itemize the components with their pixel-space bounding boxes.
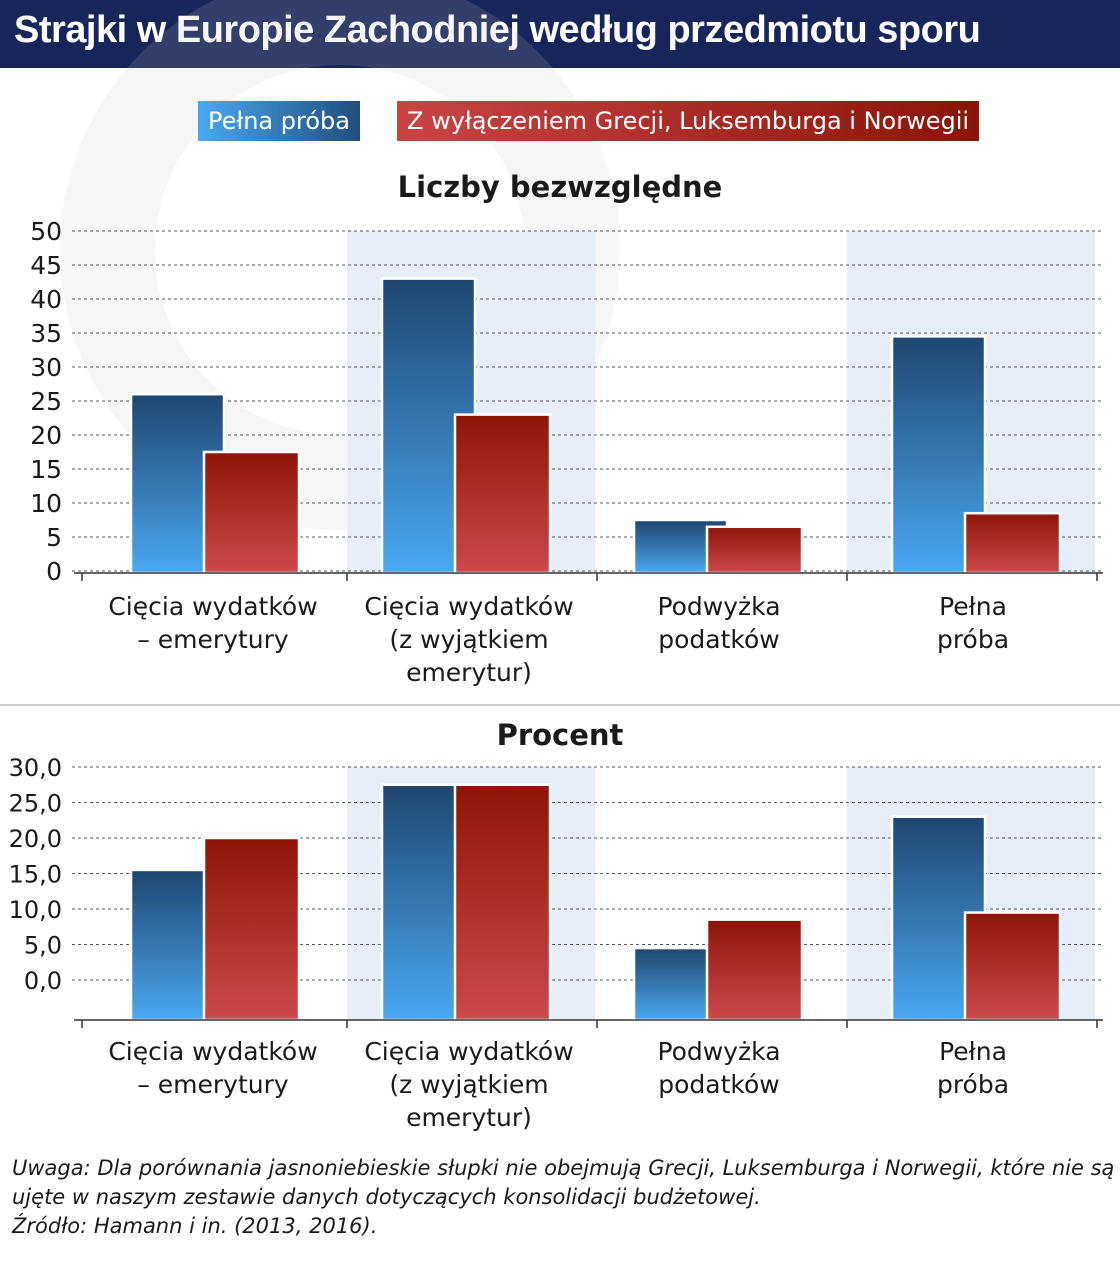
chart-absolute: 0 5 10 15 20 25 30 35 40 45 50 Cięcia wydatków – eme…: [30, 217, 1103, 687]
y-tick-label: 0,0: [24, 967, 62, 995]
x-category-label: Podwyżka: [657, 592, 780, 621]
y-tick-label: 15: [30, 455, 62, 484]
chart-title-percent: Procent: [496, 718, 624, 752]
x-category-label: podatków: [658, 1070, 779, 1099]
x-category-label: Cięcia wydatków: [108, 1037, 317, 1066]
x-category-label: podatków: [658, 625, 779, 654]
page-title: Strajki w Europie Zachodniej według prze…: [14, 9, 981, 51]
footnote-line-1: Uwaga: Dla porównania jasnoniebieskie sł…: [12, 1156, 1115, 1180]
x-category-label: Cięcia wydatków: [108, 592, 317, 621]
footnote: Uwaga: Dla porównania jasnoniebieskie sł…: [12, 1154, 1115, 1241]
header-bar: Strajki w Europie Zachodniej według prze…: [0, 0, 1120, 68]
bar-excluding-gr-lu-no: [705, 525, 804, 575]
y-tick-label: 15,0: [9, 861, 62, 889]
y-tick-label: 30,0: [9, 754, 62, 782]
y-tick-label: 35: [30, 319, 62, 348]
bar-excluding-gr-lu-no: [963, 911, 1062, 1022]
x-category-label: – emerytury: [137, 625, 289, 654]
y-tick-label: 5: [46, 523, 62, 552]
x-category-label: emerytur): [406, 658, 532, 687]
y-tick-label: 45: [30, 251, 62, 280]
legend-item-blue: Pełna próba: [198, 101, 360, 141]
y-tick-label: 25,0: [9, 790, 62, 818]
y-tick-label: 25: [30, 387, 62, 416]
x-category-label: Pełna: [939, 592, 1007, 621]
y-tick-label: 10,0: [9, 896, 62, 924]
chart-title-absolute: Liczby bezwzględne: [397, 170, 723, 204]
y-tick-label: 40: [30, 285, 62, 314]
x-category-label: Cięcia wydatków: [364, 1037, 573, 1066]
x-category-label: (z wyjątkiem: [389, 1070, 548, 1099]
chart-percent: 0,0 5,0 10,0 15,0 20,0 25,0 30,0 Cięcia wydatkó…: [9, 754, 1103, 1132]
section-divider: [0, 704, 1120, 706]
y-tick-label: 0: [46, 557, 62, 586]
legend-item-red: Z wyłączeniem Grecji, Luksemburga i Norw…: [397, 101, 980, 141]
y-tick-label: 10: [30, 489, 62, 518]
x-category-label: próba: [937, 1070, 1009, 1099]
x-category-label: Cięcia wydatków: [364, 592, 573, 621]
x-category-label: Pełna: [939, 1037, 1007, 1066]
y-tick-label: 5,0: [24, 932, 62, 960]
bar-excluding-gr-lu-no: [202, 836, 301, 1022]
bar-excluding-gr-lu-no: [202, 450, 301, 575]
y-tick-label: 50: [30, 217, 62, 246]
footnote-line-2: ujęte w naszym zestawie danych dotyczący…: [12, 1185, 761, 1209]
y-tick-label: 20,0: [9, 825, 62, 853]
x-category-label: (z wyjątkiem: [389, 625, 548, 654]
bar-excluding-gr-lu-no: [453, 783, 552, 1022]
x-category-label: Podwyżka: [657, 1037, 780, 1066]
y-tick-label: 30: [30, 353, 62, 382]
x-category-label: emerytur): [406, 1103, 532, 1132]
x-category-label: – emerytury: [137, 1070, 289, 1099]
x-category-label: próba: [937, 625, 1009, 654]
y-tick-label: 20: [30, 421, 62, 450]
bar-excluding-gr-lu-no: [963, 511, 1062, 575]
bar-excluding-gr-lu-no: [453, 413, 552, 575]
footnote-line-3: Źródło: Hamann i in. (2013, 2016).: [12, 1214, 378, 1238]
bar-excluding-gr-lu-no: [705, 918, 804, 1022]
